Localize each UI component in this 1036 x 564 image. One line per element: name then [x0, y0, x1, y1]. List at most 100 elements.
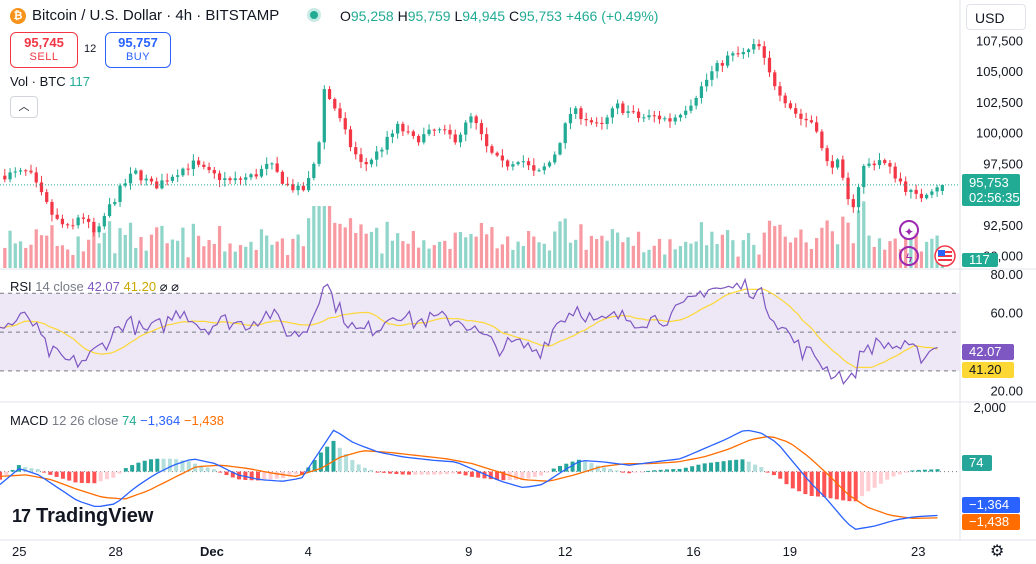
volume-bar: [752, 244, 756, 268]
rsi-legend[interactable]: RSI 14 close 42.07 41.20 ⌀ ⌀: [10, 279, 179, 295]
macd-histogram-bar: [885, 471, 890, 480]
macd-histogram-bar: [344, 454, 349, 472]
volume-bar: [657, 238, 662, 268]
volume-bar: [741, 240, 745, 268]
volume-bar: [731, 240, 735, 268]
candle-body: [327, 89, 332, 100]
volume-bar: [835, 244, 840, 268]
macd-histogram-bar: [142, 460, 147, 472]
us-flag-icon[interactable]: [934, 245, 956, 267]
volume-bar: [416, 247, 421, 268]
price-tick-label: 107,500: [976, 33, 1023, 48]
candle-body: [584, 119, 588, 121]
macd-histogram-bar: [444, 471, 449, 475]
candle-body: [186, 168, 190, 170]
macd-histogram-bar: [740, 459, 745, 472]
volume-bar: [233, 251, 237, 268]
macd-histogram-bar: [658, 469, 663, 472]
volume-bar: [139, 237, 143, 268]
volume-bar: [825, 220, 829, 268]
macd-histogram-bar: [482, 471, 487, 479]
volume-legend[interactable]: Vol · BTC 117: [10, 74, 90, 89]
candle-body: [432, 129, 436, 131]
volume-bar: [134, 247, 138, 268]
market-status-dot[interactable]: [310, 11, 318, 19]
gear-icon[interactable]: ⚙: [990, 543, 1005, 560]
candle-body: [238, 178, 243, 180]
candle-body: [165, 180, 169, 182]
macd-histogram-bar: [199, 465, 204, 472]
macd-histogram-bar: [557, 465, 562, 472]
currency-select[interactable]: USD: [966, 4, 1026, 30]
candle-body: [846, 177, 850, 200]
macd-histogram-bar: [325, 446, 330, 472]
sparkle-icon[interactable]: ✦: [899, 220, 919, 240]
volume-bar: [291, 238, 295, 268]
macd-histogram-bar: [935, 469, 940, 472]
macd-tick-label: 2,000: [973, 400, 1006, 415]
macd-line-tag: −1,364: [962, 497, 1020, 513]
macd-histogram-bar: [312, 459, 317, 472]
price-tag-countdown: 02:56:35: [969, 190, 1020, 205]
macd-histogram-bar: [331, 440, 336, 472]
candle-body: [81, 217, 86, 219]
volume-bar: [699, 222, 704, 268]
volume-bar: [495, 248, 499, 268]
volume-bar: [102, 232, 106, 268]
macd-histogram-bar: [224, 471, 229, 476]
volume-bar: [202, 246, 206, 268]
candle-body: [694, 97, 698, 106]
candle-body: [877, 160, 882, 166]
candle-body: [170, 176, 175, 181]
tradingview-logo[interactable]: 17 TradingView: [12, 505, 153, 528]
buy-button[interactable]: 95,757 BUY: [105, 32, 171, 68]
candle-body: [217, 173, 222, 180]
candle-body: [898, 178, 903, 182]
volume-bar: [333, 222, 337, 268]
sell-button[interactable]: 95,745 SELL: [10, 32, 78, 68]
candle-body: [359, 154, 363, 162]
macd-histogram-bar: [790, 471, 795, 489]
volume-bar: [553, 231, 557, 268]
volume-bar: [479, 222, 484, 268]
volume-bar: [862, 201, 866, 268]
macd-histogram-bar: [362, 467, 367, 472]
candle-body: [191, 160, 195, 169]
sell-label: SELL: [29, 51, 59, 63]
macd-histogram-bar: [60, 471, 65, 479]
macd-histogram-bar: [815, 471, 820, 497]
candle-body: [505, 160, 510, 167]
volume-bar: [343, 227, 347, 268]
macd-histogram-bar: [463, 471, 468, 476]
flash-icon[interactable]: ϟ: [899, 246, 919, 266]
collapse-icon[interactable]: ︿: [10, 96, 38, 118]
symbol-title[interactable]: Bitcoin / U.S. Dollar · 4h · BITSTAMP: [32, 7, 280, 24]
macd-histogram-bar: [904, 471, 909, 473]
volume-bar: [720, 234, 724, 268]
volume-bar: [380, 253, 384, 268]
macd-histogram-bar: [451, 471, 456, 474]
macd-histogram-bar: [180, 460, 185, 472]
candle-body: [500, 155, 505, 161]
candle-body: [228, 178, 232, 181]
volume-bar: [610, 229, 614, 268]
open-label: O: [340, 8, 351, 24]
low-label: L: [454, 8, 463, 24]
macd-legend[interactable]: MACD 12 26 close 74 −1,364 −1,438: [10, 413, 224, 428]
volume-bar: [725, 230, 730, 268]
volume-bar: [312, 206, 316, 268]
volume-bar: [86, 239, 91, 268]
volume-bar: [97, 243, 101, 268]
time-tick-label: 23: [911, 544, 925, 559]
macd-histogram-bar: [822, 471, 827, 498]
candle-body: [443, 129, 447, 131]
macd-histogram-bar: [394, 471, 399, 475]
candle-body: [605, 117, 609, 124]
rsi-tick-label: 80.00: [990, 267, 1023, 282]
macd-histogram-bar: [539, 471, 544, 476]
candle-body: [830, 161, 834, 168]
macd-params: 12 26 close: [51, 413, 119, 428]
volume-bar: [60, 245, 65, 268]
volume-bar: [259, 229, 264, 268]
